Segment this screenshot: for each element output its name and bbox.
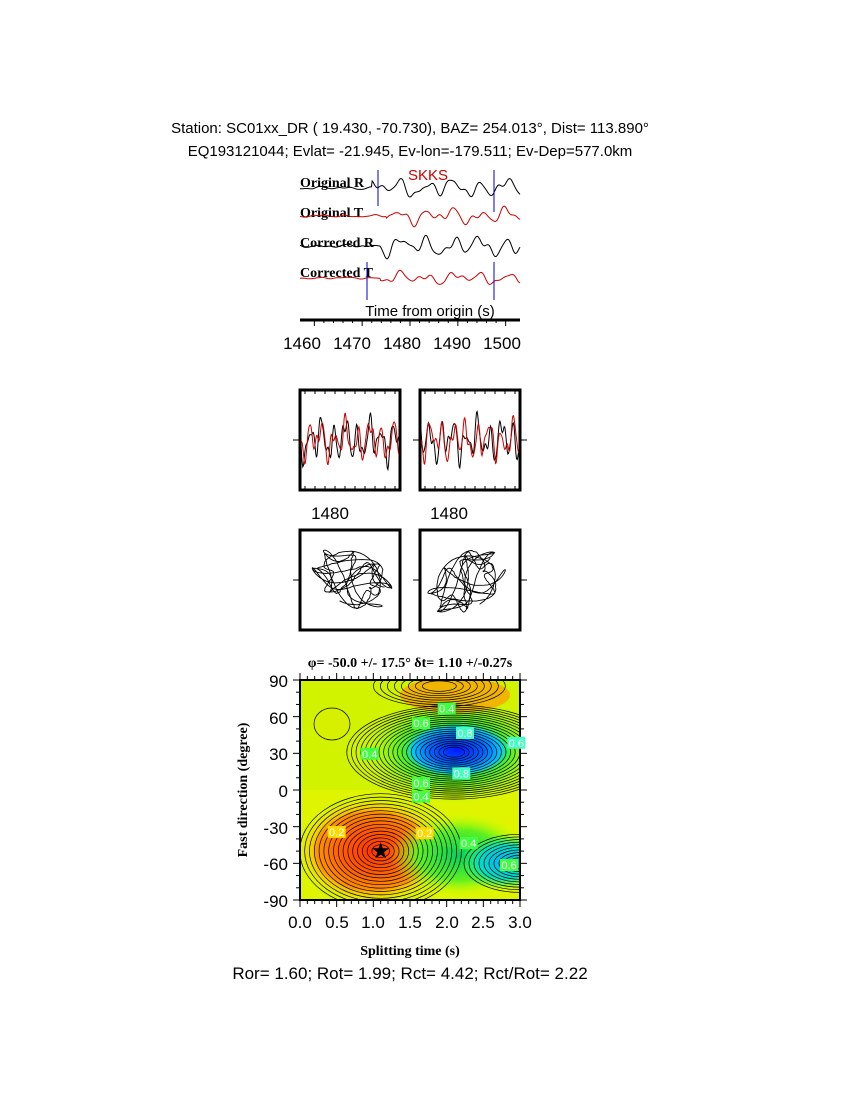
trace-label-corrected-r: Corrected R (300, 236, 375, 251)
contour-label-bg (412, 777, 430, 790)
contour-label: 0.4 (413, 792, 428, 804)
trace-x-tick-1490: 1490 (433, 334, 471, 353)
contour-label-bg (456, 727, 474, 739)
contour-label: 0.4 (461, 838, 476, 850)
contour-label: 0.8 (454, 768, 469, 780)
header-station-line: Station: SC01xx_DR ( 19.430, -70.730), B… (171, 120, 649, 137)
contour-label: 0.2 (417, 828, 432, 840)
particle-motion-path-corrected (427, 550, 506, 613)
contour-label: 0.6 (501, 860, 516, 872)
contour-label: 0.6 (509, 738, 524, 750)
grid-x-tick-0.0: 0.0 (288, 913, 312, 932)
window-tick-corrected: 1480 (430, 504, 468, 523)
grid-y-tick-90: 90 (269, 672, 288, 691)
contour-label-bg (459, 837, 478, 849)
contour-label-bg (452, 767, 471, 780)
grid-search-map: 0.4 0.6 0.8 0.8 0.6 0.4 0.4 0.2 0.2 0.4 0.6 0.6 (293, 673, 527, 907)
grid-x-tick-0.5: 0.5 (325, 913, 349, 932)
grid-y-tick-30: 30 (269, 745, 288, 764)
trace-x-ticks (313, 320, 507, 326)
contour-label-bg (412, 790, 430, 803)
contour-label-bg (415, 827, 434, 840)
contour-label: 0.6 (413, 778, 428, 790)
contour-label-bg (500, 859, 518, 871)
particle-motion-path-original (311, 549, 393, 610)
grid-y-tick-0: 0 (279, 782, 288, 801)
contour-label-bg (360, 747, 379, 760)
window-corrected-r (421, 410, 519, 470)
trace-original-t (299, 205, 521, 228)
window-panel-original (293, 388, 402, 492)
grid-y-tick-60: 60 (269, 709, 288, 728)
grid-x-tick-2.5: 2.5 (471, 913, 495, 932)
trace-label-original-t: Original T (300, 206, 364, 221)
particle-motion-corrected (413, 528, 527, 632)
contour-label: 0.2 (329, 827, 344, 839)
trace-x-tick-1480: 1480 (383, 334, 421, 353)
header-event-line: EQ193121044; Evlat= -21.945, Ev-lon=-179… (187, 143, 633, 160)
contour-label: 0.4 (439, 704, 454, 716)
particle-motion-original (293, 528, 402, 632)
contour-label-bg (437, 702, 456, 715)
contour-label: 0.6 (413, 718, 428, 730)
grid-x-tick-3.0: 3.0 (508, 913, 532, 932)
grid-y-tick-minus90: -90 (263, 892, 288, 911)
grid-y-axis-title: Fast direction (degree) (236, 722, 251, 857)
ratio-summary: Ror= 1.60; Rot= 1.99; Rct= 4.42; Rct/Rot… (232, 964, 587, 983)
contour-label: 0.8 (457, 728, 472, 740)
trace-original-r (300, 177, 521, 198)
trace-x-tick-1500: 1500 (483, 334, 521, 353)
grid-search-title: φ= -50.0 +/- 17.5° δt= 1.10 +/-0.27s (308, 656, 513, 671)
trace-corrected-r (299, 234, 521, 260)
window-panel-corrected (413, 388, 527, 492)
trace-panel: Original R Original T Corrected R Correc… (283, 167, 521, 353)
contour-label-bg (412, 717, 430, 730)
contour-label-bg (507, 736, 526, 749)
grid-x-tick-2.0: 2.0 (435, 913, 459, 932)
trace-corrected-t (300, 269, 521, 285)
grid-x-tick-1.5: 1.5 (398, 913, 422, 932)
phase-label: SKKS (408, 167, 448, 184)
trace-x-tick-1460: 1460 (283, 334, 321, 353)
trace-x-tick-1470: 1470 (333, 334, 371, 353)
contour-label: 0.4 (362, 749, 377, 761)
grid-x-axis-title: Splitting time (s) (360, 944, 460, 959)
grid-x-tick-1.0: 1.0 (361, 913, 385, 932)
trace-x-axis-title: Time from origin (s) (365, 303, 494, 320)
contour-label-bg (327, 826, 346, 838)
grid-y-tick-minus30: -30 (263, 819, 288, 838)
grid-y-tick-minus60: -60 (263, 855, 288, 874)
window-tick-original: 1480 (311, 504, 349, 523)
best-fit-star-icon (372, 842, 390, 859)
window-corrected-t (421, 414, 519, 466)
window-original-t (301, 412, 399, 466)
